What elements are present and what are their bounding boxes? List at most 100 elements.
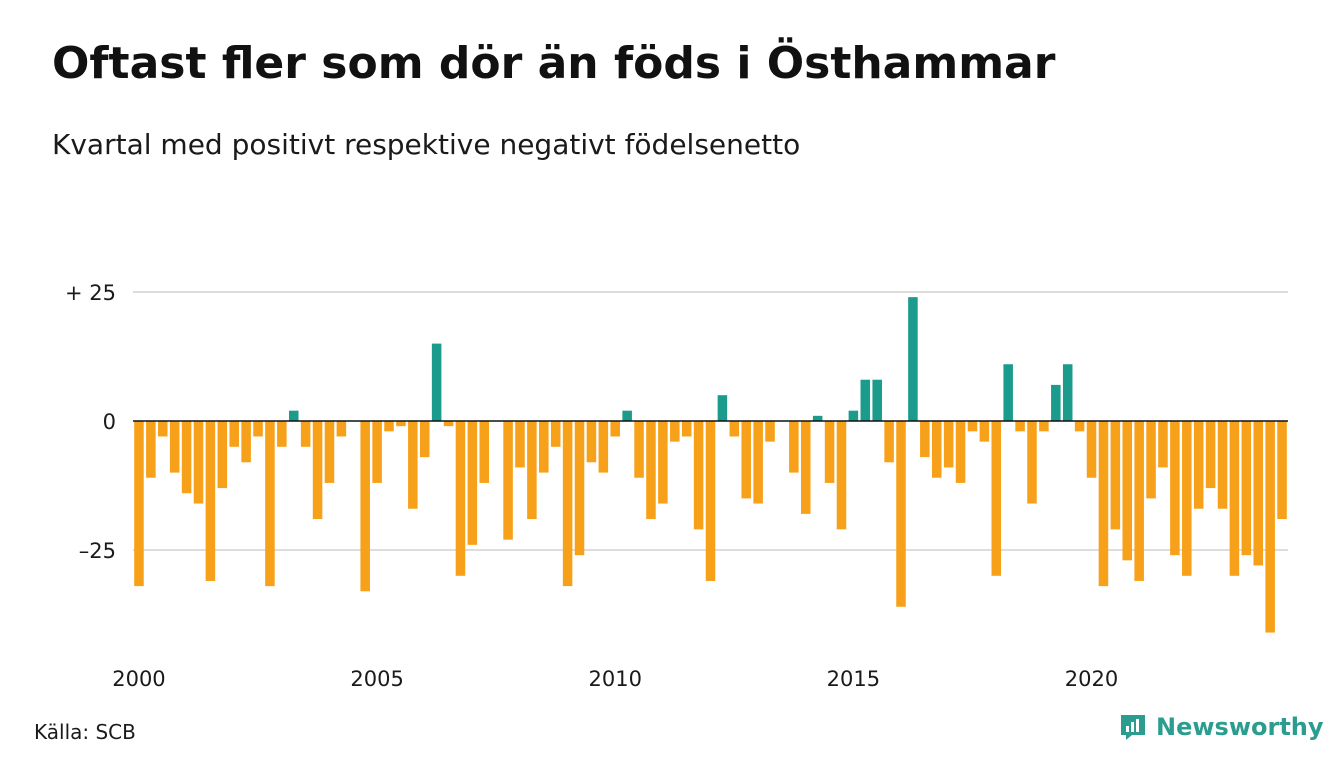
bar-positive	[431, 343, 442, 421]
x-tick-label: 2000	[112, 667, 165, 691]
bar-negative	[539, 421, 549, 473]
bar-negative	[586, 421, 597, 463]
x-tick-label: 2015	[827, 667, 880, 691]
bar-negative	[312, 421, 323, 520]
bar-negative	[741, 421, 751, 499]
bar-negative	[336, 421, 347, 437]
bar-negative	[158, 421, 168, 437]
bar-negative	[1241, 421, 1252, 556]
bar-negative	[634, 421, 644, 478]
bar-negative	[1134, 421, 1144, 581]
bar-negative	[1158, 421, 1168, 468]
bar-negative	[467, 421, 478, 545]
bar-negative	[1027, 421, 1037, 504]
bar-negative	[1253, 421, 1263, 566]
bar-negative	[562, 421, 573, 587]
bar-negative	[479, 421, 490, 483]
bar-positive	[860, 379, 871, 421]
bar-positive	[872, 379, 882, 421]
bar-negative	[836, 421, 847, 530]
bar-positive	[812, 415, 823, 421]
bar-negative	[658, 421, 668, 504]
bar-negative	[598, 421, 609, 473]
bar-negative	[1170, 421, 1180, 556]
bar-negative	[646, 421, 656, 520]
bar-negative	[1205, 421, 1216, 489]
bar-negative	[610, 421, 621, 437]
bar-negative	[241, 421, 251, 463]
bar-negative	[943, 421, 954, 468]
bar-negative	[229, 421, 239, 447]
bar-negative	[1265, 421, 1275, 633]
bar-negative	[1229, 421, 1240, 576]
bar-negative	[705, 421, 716, 581]
bar-negative	[396, 421, 406, 427]
bar-negative	[765, 421, 775, 442]
bar-negative	[1098, 421, 1109, 587]
bar-negative	[146, 421, 156, 478]
y-tick-label: –25	[79, 539, 116, 563]
bar-negative	[503, 421, 513, 540]
bar-negative	[217, 421, 228, 489]
bar-negative	[884, 421, 894, 463]
bars	[134, 297, 1287, 633]
bar-negative	[193, 421, 204, 504]
bar-positive	[622, 410, 632, 421]
bar-negative	[800, 421, 811, 514]
brand-name: Newsworthy	[1156, 713, 1324, 741]
bar-negative	[681, 421, 692, 437]
bar-negative	[1193, 421, 1204, 509]
bar-negative	[920, 421, 930, 458]
source-note: Källa: SCB	[34, 720, 136, 744]
bar-negative	[300, 421, 311, 447]
bar-negative	[134, 421, 144, 587]
bar-negative	[1086, 421, 1097, 478]
bar-negative	[181, 421, 192, 494]
bar-positive	[288, 410, 299, 421]
bar-negative	[515, 421, 525, 468]
bar-negative	[360, 421, 370, 592]
bar-positive	[1062, 364, 1073, 421]
bar-negative	[443, 421, 454, 427]
bar-positive	[908, 297, 918, 421]
bar-negative	[931, 421, 942, 478]
bar-negative	[455, 421, 466, 576]
x-tick-label: 2020	[1065, 667, 1118, 691]
bar-negative	[955, 421, 966, 483]
bar-negative	[789, 421, 799, 473]
brand-logo[interactable]: Newsworthy	[1118, 712, 1324, 742]
bar-negative	[1015, 421, 1025, 432]
bar-negative	[277, 421, 287, 447]
bar-negative	[1110, 421, 1121, 530]
bar-negative	[979, 421, 990, 442]
bar-negative	[574, 421, 585, 556]
bar-negative	[550, 421, 561, 447]
bar-negative	[265, 421, 275, 587]
bar-positive	[1003, 364, 1013, 421]
bar-negative	[372, 421, 382, 483]
bar-negative	[1146, 421, 1156, 499]
bar-negative	[527, 421, 537, 520]
bar-negative	[1074, 421, 1085, 432]
bar-negative	[1182, 421, 1192, 576]
bar-negative	[324, 421, 335, 483]
bar-negative	[824, 421, 835, 483]
y-tick-label: + 25	[65, 281, 116, 305]
y-axis-ticks: + 25 0 –25	[65, 281, 116, 563]
bar-negative	[253, 421, 263, 437]
bar-chart: + 25 0 –25 2000 2005 2010 2015 2020	[65, 281, 1288, 691]
bar-negative	[169, 421, 180, 473]
bar-negative	[670, 421, 680, 442]
bar-negative	[1039, 421, 1049, 432]
chart-bubble-icon	[1121, 715, 1145, 740]
bar-negative	[967, 421, 978, 432]
bar-negative	[693, 421, 704, 530]
bar-negative	[753, 421, 763, 504]
bar-positive	[717, 395, 728, 421]
bar-negative	[1217, 421, 1228, 509]
bar-negative	[408, 421, 418, 509]
y-tick-label: 0	[103, 410, 116, 434]
bar-positive	[1051, 384, 1061, 421]
chart-title: Oftast fler som dör än föds i Östhammar	[52, 38, 1056, 89]
bar-negative	[384, 421, 394, 432]
